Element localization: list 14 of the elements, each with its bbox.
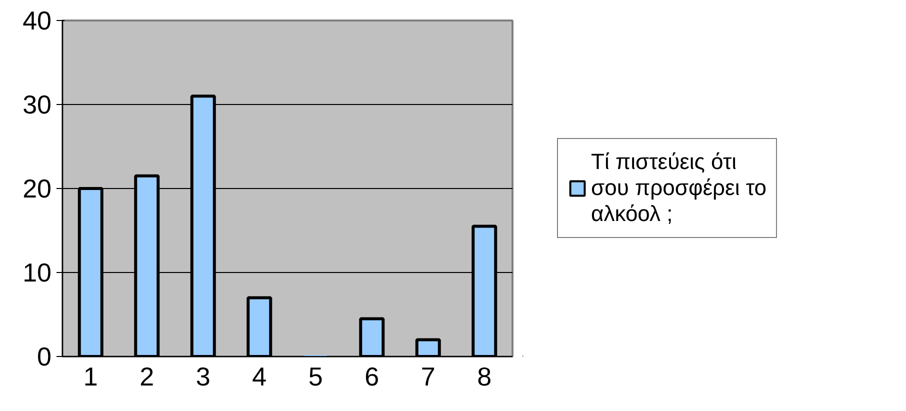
x-tick-label: 3 (196, 362, 210, 392)
y-tick-label: 0 (37, 342, 52, 372)
legend-label: Τί πιστεύεις ότι σου προσφέρει το αλκόολ ; (591, 149, 766, 227)
x-tick-label: 7 (420, 362, 436, 392)
x-tick-label: 2 (140, 362, 154, 392)
x-tick-label: 5 (308, 362, 323, 392)
x-tick-label: 8 (477, 362, 492, 392)
y-tick-label: 30 (22, 90, 52, 120)
x-tick-label: 6 (364, 362, 380, 392)
y-tick-label: 10 (22, 258, 52, 288)
y-tick-label: 20 (22, 174, 52, 204)
y-tick-label: 40 (22, 6, 52, 36)
x-tick-label: 1 (83, 362, 98, 392)
x-tick-label: 4 (252, 362, 267, 392)
